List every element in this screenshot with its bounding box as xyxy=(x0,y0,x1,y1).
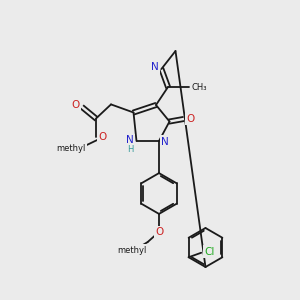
Text: O: O xyxy=(186,114,195,124)
Text: N: N xyxy=(151,62,159,72)
Text: O: O xyxy=(155,227,163,237)
Text: CH₃: CH₃ xyxy=(192,82,207,91)
Text: N: N xyxy=(126,135,134,146)
Text: H: H xyxy=(127,145,133,154)
Text: N: N xyxy=(161,136,169,147)
Text: O: O xyxy=(72,100,80,110)
Text: methyl: methyl xyxy=(117,246,147,255)
Text: O: O xyxy=(98,132,107,142)
Text: Cl: Cl xyxy=(204,247,215,257)
Text: methyl: methyl xyxy=(56,144,85,153)
